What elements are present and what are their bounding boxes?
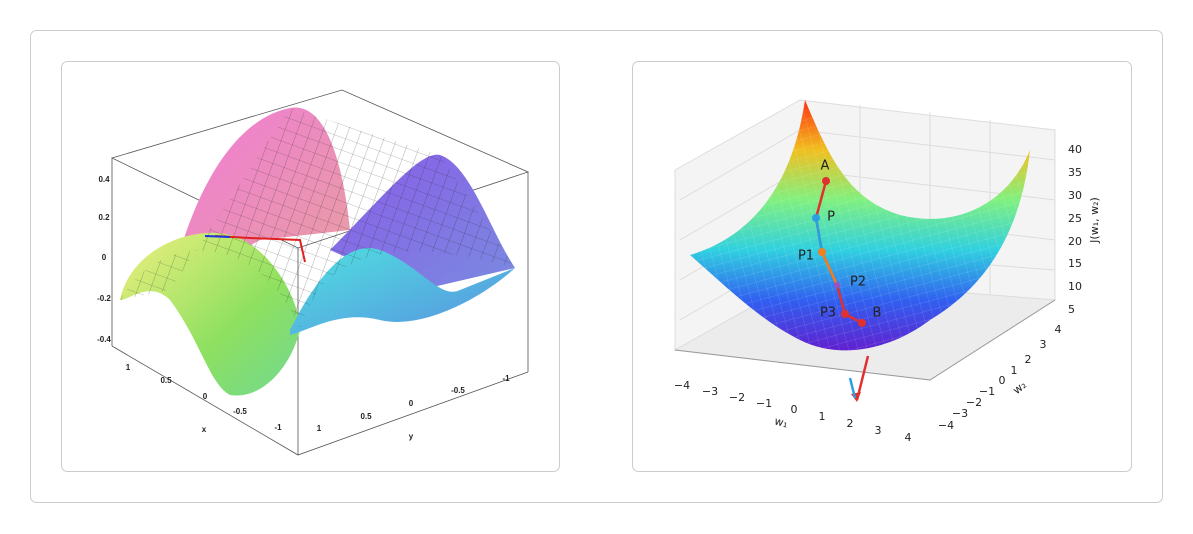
axis-text: 0	[102, 253, 107, 262]
axis-text: -1	[274, 423, 282, 432]
axis-text: 2	[1025, 353, 1032, 366]
axis-text: -0.5	[233, 407, 247, 416]
point-label: P3	[820, 306, 836, 321]
axis-text: x	[202, 425, 207, 434]
axis-text: 5	[1068, 303, 1075, 316]
bowl	[690, 100, 1030, 351]
axis-text: −1	[979, 385, 995, 398]
descent-path	[812, 177, 870, 402]
axis-text: −1	[756, 397, 772, 410]
axis-text: 0	[791, 403, 798, 416]
axis-text: 0	[203, 392, 208, 401]
axis-text: 4	[1055, 323, 1062, 336]
axis-text: −4	[674, 379, 690, 392]
axis-text: -1	[502, 374, 510, 383]
point-label: P	[827, 210, 835, 225]
axis-text: −3	[702, 385, 718, 398]
axis-text: 1	[1011, 364, 1018, 377]
axis-text: 0.5	[160, 376, 172, 385]
axis-text: 25	[1068, 212, 1082, 225]
axis-text: 40	[1068, 143, 1082, 156]
axis-text: −4	[938, 419, 954, 432]
axis-text: 0.5	[360, 412, 372, 421]
axis-text: J(w₁, w₂)	[1088, 197, 1101, 244]
axis-text: 0	[999, 374, 1006, 387]
axis-text: w₁	[773, 415, 789, 431]
axis-text: 30	[1068, 189, 1082, 202]
left-surface	[110, 89, 530, 456]
point-label: A	[821, 159, 830, 174]
axis-text: 4	[905, 431, 912, 444]
point-label: P2	[850, 275, 866, 290]
axis-text: 0.4	[98, 175, 110, 184]
axis-text: −3	[952, 407, 968, 420]
axis-text: 1	[819, 410, 826, 423]
axis-text: 2	[847, 417, 854, 430]
axis-text: 1	[126, 363, 131, 372]
axis-text: y	[409, 432, 414, 441]
axis-text: 20	[1068, 235, 1082, 248]
axis-text: 3	[875, 424, 882, 437]
axis-text: -0.4	[97, 335, 111, 344]
axis-text: 3	[1040, 338, 1047, 351]
point-label: P1	[798, 249, 814, 264]
point-label: B	[873, 306, 882, 321]
axis-text: −2	[729, 391, 745, 404]
axis-text: 35	[1068, 166, 1082, 179]
axis-text: 15	[1068, 257, 1082, 270]
axis-text: 0.2	[98, 213, 110, 222]
axis-text: 1	[317, 424, 322, 433]
axis-text: 0	[409, 399, 414, 408]
axis-text: 10	[1068, 280, 1082, 293]
axis-text: -0.5	[451, 386, 465, 395]
axis-text: −2	[966, 396, 982, 409]
axis-text: -0.2	[97, 294, 111, 303]
